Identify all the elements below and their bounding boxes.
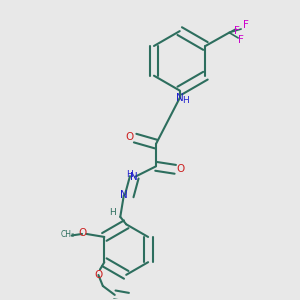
Text: N: N <box>176 93 184 103</box>
Text: H: H <box>182 97 189 106</box>
Text: N: N <box>120 190 128 200</box>
Text: O: O <box>94 270 103 280</box>
Text: O: O <box>176 164 185 174</box>
Text: O: O <box>78 228 86 239</box>
Text: CH₃: CH₃ <box>60 230 74 239</box>
Text: F: F <box>238 35 244 45</box>
Text: H: H <box>110 208 116 217</box>
Text: F: F <box>243 20 248 30</box>
Text: N: N <box>130 172 138 182</box>
Text: H: H <box>126 170 133 179</box>
Text: O: O <box>126 132 134 142</box>
Text: F: F <box>234 26 240 36</box>
